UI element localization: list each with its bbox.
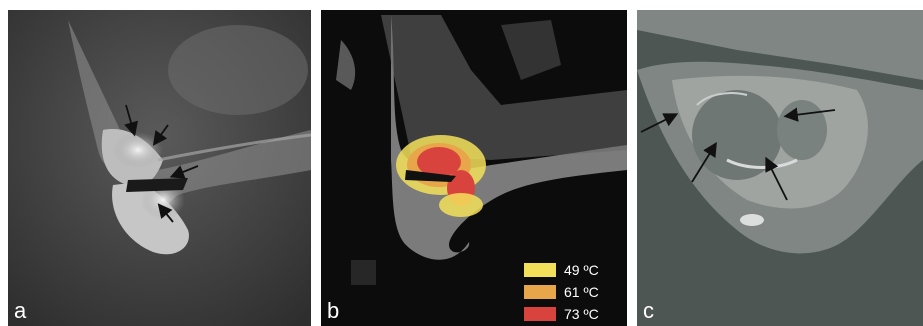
- arrow-icon: [640, 107, 836, 201]
- mri-panel-a: a: [8, 10, 311, 326]
- mri-image-a: [8, 10, 311, 326]
- mri-thermal-map-b: [321, 10, 627, 326]
- panel-label-c: c: [643, 298, 654, 323]
- panel-label-b: b: [327, 298, 340, 323]
- arrow-icon: [124, 104, 199, 223]
- temperature-legend: 49 ºC 61 ºC 73 ºC: [524, 260, 599, 326]
- mri-image-c: [637, 10, 923, 326]
- legend-label: 49 ºC: [564, 262, 599, 278]
- legend-swatch: [524, 307, 556, 321]
- mri-panel-c: c: [637, 10, 923, 326]
- legend-swatch: [524, 285, 556, 299]
- panel-label-a: a: [14, 298, 27, 323]
- thermal-hotspot: [396, 135, 486, 217]
- legend-swatch: [524, 263, 556, 277]
- legend-item: 61 ºC: [524, 282, 599, 302]
- legend-label: 73 ºC: [564, 306, 599, 322]
- mri-panel-b: 49 ºC 61 ºC 73 ºC b: [321, 10, 627, 326]
- legend-item: 49 ºC: [524, 260, 599, 280]
- legend-item: 73 ºC: [524, 304, 599, 324]
- legend-label: 61 ºC: [564, 284, 599, 300]
